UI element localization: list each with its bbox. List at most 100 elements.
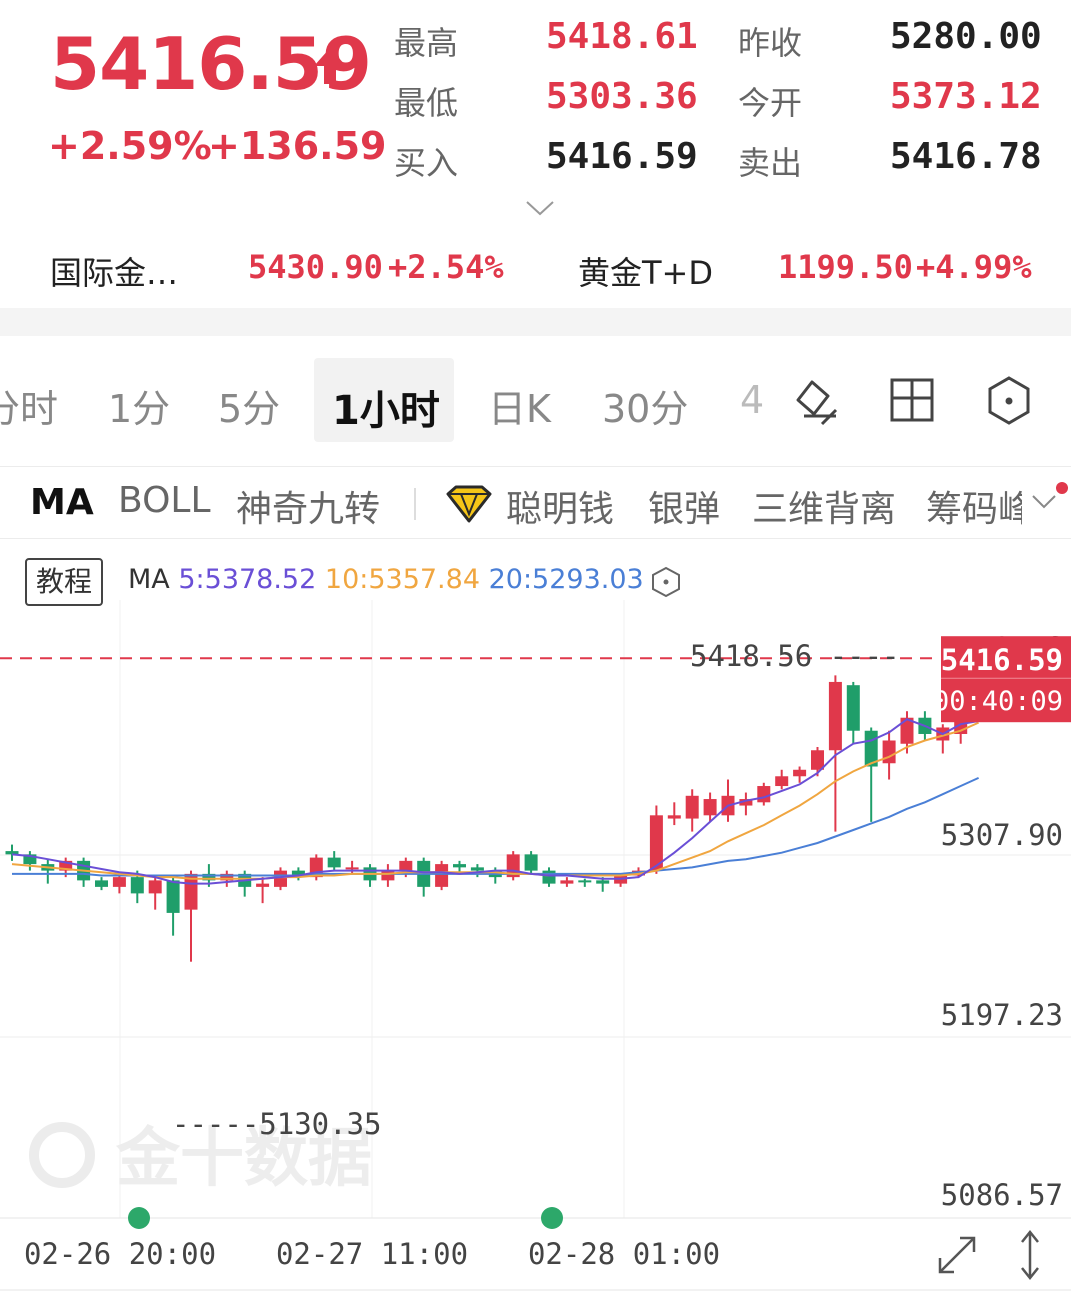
related-name-intl-gold[interactable]: 国际金… bbox=[50, 254, 179, 292]
tab-1hour[interactable]: 1小时 bbox=[332, 388, 440, 434]
fullscreen-icon-stroke bbox=[939, 1237, 975, 1273]
up-arrow-icon bbox=[314, 48, 346, 84]
watermark: 金十数据 bbox=[29, 1122, 372, 1196]
candle-body bbox=[435, 864, 449, 887]
tab-5min[interactable]: 5分 bbox=[218, 387, 281, 431]
vertical-scale-icon[interactable] bbox=[1021, 1229, 1039, 1281]
candle-body bbox=[23, 854, 37, 865]
tab-intraday[interactable]: 分时 bbox=[0, 387, 59, 431]
related-price-gold-td: 1199.50 bbox=[778, 248, 913, 286]
ma10-legend: 10:5357.84 bbox=[324, 564, 480, 595]
max-marker-label: 5418.56 ---- bbox=[690, 639, 900, 673]
indicator-ma[interactable]: MA bbox=[30, 482, 94, 523]
candle-body bbox=[256, 883, 270, 887]
section-divider bbox=[0, 308, 1071, 336]
min-marker-label: -----5130.35 bbox=[172, 1107, 382, 1141]
prev-close-label: 昨收 bbox=[738, 24, 803, 62]
candle-body bbox=[560, 880, 574, 884]
y-tick-label: 5307.90 bbox=[941, 818, 1063, 852]
candle-body bbox=[649, 815, 663, 871]
indicator-magic-nine[interactable]: 神奇九转 bbox=[236, 489, 381, 530]
candles bbox=[5, 655, 986, 962]
x-axis: 02-26 20:00 02-27 11:00 02-28 01:00 bbox=[24, 1207, 1039, 1281]
candlestick-chart[interactable]: 金十数据 5418.56 ---------5130.35 5418.56530… bbox=[0, 540, 1071, 1300]
ma-legend: MA 5:5378.52 10:5357.84 20:5293.03 bbox=[128, 564, 644, 595]
bid-label: 买入 bbox=[394, 144, 459, 182]
y-tick-label: 5197.23 bbox=[941, 998, 1063, 1032]
tab-active-background bbox=[314, 358, 454, 442]
related-price-intl-gold: 5430.90 bbox=[248, 248, 383, 286]
diamond-icon bbox=[446, 485, 492, 523]
candle-body bbox=[793, 769, 807, 777]
fullscreen-icon[interactable] bbox=[938, 1236, 976, 1274]
candle-body bbox=[578, 880, 592, 883]
candle-body bbox=[381, 870, 395, 881]
indicator-3d-divergence[interactable]: 三维背离 bbox=[752, 489, 897, 530]
candle-body bbox=[828, 681, 842, 751]
last-price-badge-label: 5416.59 bbox=[941, 643, 1063, 677]
indicator-divider bbox=[414, 488, 416, 520]
open-label: 今开 bbox=[738, 84, 803, 122]
tab-1min[interactable]: 1分 bbox=[108, 387, 171, 431]
x-tick-label: 02-26 20:00 bbox=[24, 1237, 216, 1271]
scale-icon-stroke bbox=[1021, 1267, 1039, 1281]
expand-chevron-icon[interactable] bbox=[524, 198, 556, 218]
candle-body bbox=[166, 880, 180, 913]
related-change-gold-td: +4.99% bbox=[916, 248, 1032, 286]
chevron-down-icon[interactable] bbox=[1030, 492, 1058, 512]
low-value: 5303.36 bbox=[546, 76, 698, 117]
high-label: 最高 bbox=[394, 24, 459, 62]
candle-body bbox=[900, 717, 914, 744]
bid-value: 5416.59 bbox=[546, 136, 698, 177]
settings-hexagon-icon[interactable] bbox=[984, 374, 1034, 428]
ma-settings-icon[interactable] bbox=[651, 566, 681, 598]
candle-body bbox=[220, 873, 234, 881]
chart-annotations: 5418.56 ---- -----5130.35 bbox=[0, 639, 940, 1141]
y-tick-label: 5086.57 bbox=[941, 1178, 1063, 1212]
related-change-intl-gold: +2.54% bbox=[388, 248, 504, 286]
candle-body bbox=[5, 851, 19, 855]
ask-value: 5416.78 bbox=[890, 136, 1042, 177]
prev-close-value: 5280.00 bbox=[890, 16, 1042, 57]
tab-30min[interactable]: 30分 bbox=[602, 387, 689, 431]
draw-pen-icon[interactable] bbox=[792, 374, 842, 428]
candle-body bbox=[399, 860, 413, 871]
fullscreen-icon-stroke bbox=[938, 1258, 954, 1274]
candle-body bbox=[596, 880, 610, 884]
indicator-boll[interactable]: BOLL bbox=[118, 480, 211, 521]
countdown-label: 00:40:09 bbox=[933, 686, 1063, 717]
divider bbox=[0, 466, 1071, 467]
last-price-badge bbox=[941, 636, 1071, 723]
candle-body bbox=[130, 877, 144, 894]
fullscreen-icon-stroke bbox=[960, 1236, 976, 1252]
ma5-line bbox=[11, 718, 979, 885]
indicator-chip-peak[interactable]: 筹码峰 bbox=[926, 489, 1022, 530]
candle-body bbox=[95, 880, 108, 887]
candle-body bbox=[882, 740, 896, 764]
candle-body bbox=[667, 815, 681, 819]
moving-averages bbox=[11, 718, 980, 885]
candle-body bbox=[811, 750, 824, 770]
scale-icon-stroke bbox=[1021, 1229, 1039, 1243]
indicator-silver-bullet[interactable]: 银弹 bbox=[648, 489, 721, 530]
ma5-legend: 5:5378.52 bbox=[178, 564, 317, 595]
candle-body bbox=[59, 860, 73, 871]
divider bbox=[0, 538, 1071, 539]
ma20-line bbox=[12, 776, 980, 877]
tutorial-button[interactable]: 教程 bbox=[25, 558, 103, 606]
low-label: 最低 bbox=[394, 84, 459, 122]
session-marker bbox=[541, 1207, 563, 1229]
candle-body bbox=[542, 870, 556, 884]
related-name-gold-td[interactable]: 黄金T+D bbox=[578, 254, 714, 292]
candle-body bbox=[327, 857, 341, 868]
candle-body bbox=[739, 799, 753, 806]
candle-body bbox=[453, 864, 466, 868]
tab-4hour[interactable]: 4 bbox=[740, 378, 765, 422]
candle-body bbox=[148, 880, 162, 894]
tab-daily[interactable]: 日K bbox=[488, 387, 551, 431]
notification-dot bbox=[1056, 482, 1068, 494]
candle-body bbox=[685, 795, 699, 819]
indicator-smart-money[interactable]: 聪明钱 bbox=[506, 489, 615, 530]
x-tick-label: 02-27 11:00 bbox=[276, 1237, 468, 1271]
layout-grid-icon[interactable] bbox=[888, 374, 938, 428]
